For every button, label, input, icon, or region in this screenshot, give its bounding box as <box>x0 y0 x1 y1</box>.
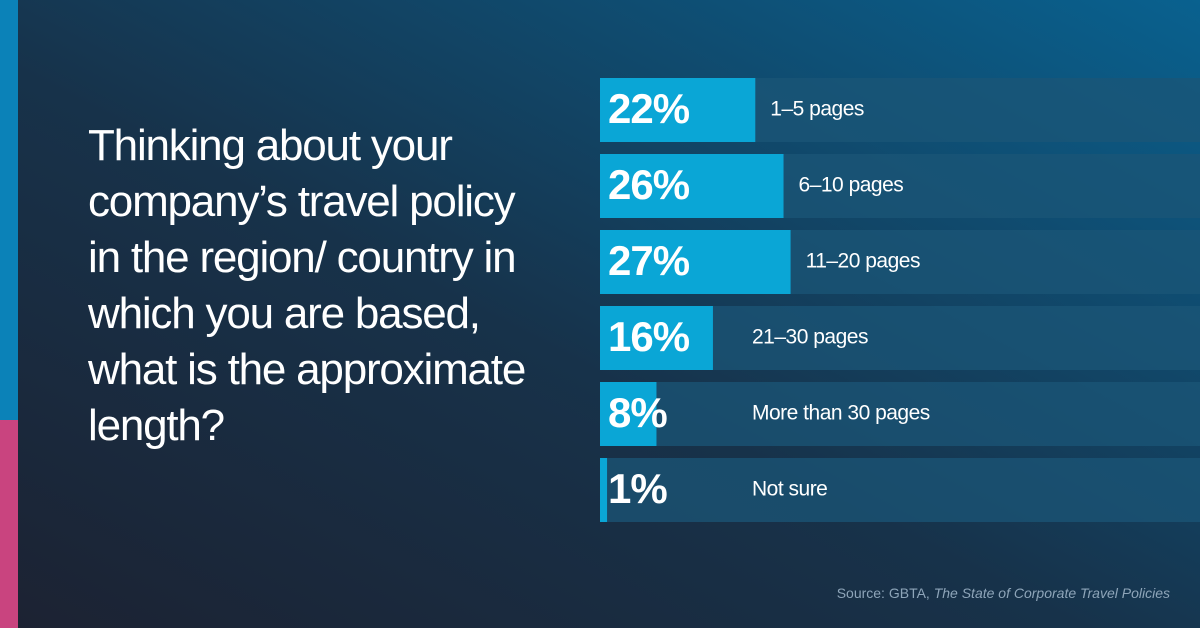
category-label: 1–5 pages <box>770 98 864 121</box>
bar <box>600 78 756 142</box>
source-publication: The State of Corporate Travel Policies <box>934 585 1170 601</box>
category-label: 11–20 pages <box>806 250 920 273</box>
category-label: Not sure <box>752 478 827 501</box>
source: Source: GBTA, The State of Corporate Tra… <box>837 585 1170 601</box>
value-label: 26% <box>608 161 690 208</box>
accent-stripe <box>0 420 18 628</box>
bar <box>600 154 784 218</box>
accent-stripe <box>0 0 18 420</box>
bar-track <box>600 382 1200 446</box>
bar-track <box>600 458 1200 522</box>
bar <box>600 382 657 446</box>
value-label: 16% <box>608 313 690 360</box>
source-prefix: Source: GBTA, <box>837 585 930 601</box>
category-label: 6–10 pages <box>799 174 904 197</box>
category-label: More than 30 pages <box>752 402 930 425</box>
value-label: 1% <box>608 465 667 512</box>
value-label: 22% <box>608 85 690 132</box>
chart-title: Thinking about your company’s travel pol… <box>88 121 526 450</box>
value-label: 27% <box>608 237 690 284</box>
bar <box>600 306 713 370</box>
bar <box>600 230 791 294</box>
bar <box>600 458 608 522</box>
category-label: 21–30 pages <box>752 326 868 349</box>
value-label: 8% <box>608 389 667 436</box>
